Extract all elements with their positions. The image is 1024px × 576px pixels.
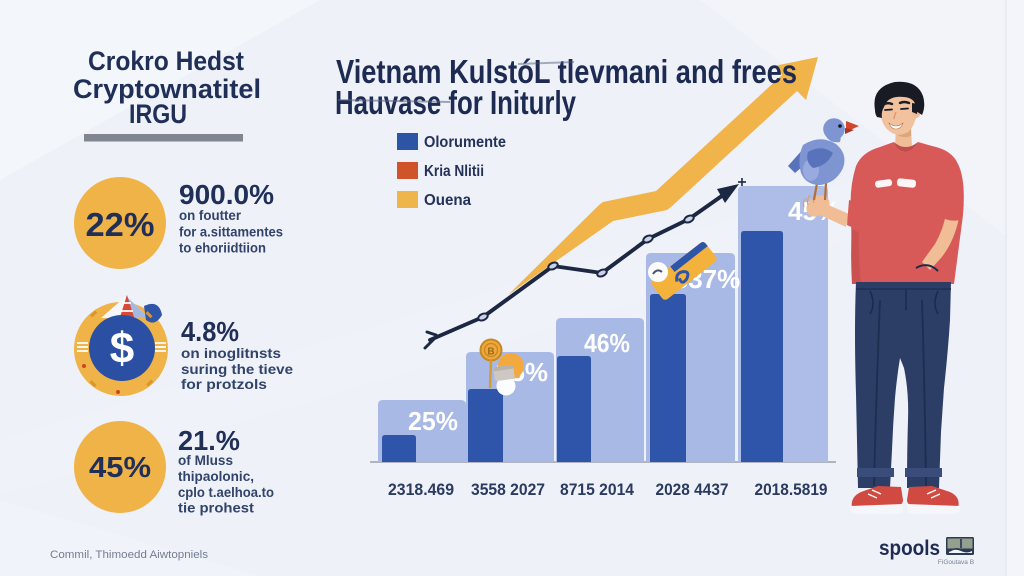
svg-text:2318.469: 2318.469 — [388, 481, 454, 499]
svg-text:4.8%: 4.8% — [181, 316, 239, 347]
svg-text:46%: 46% — [584, 328, 630, 358]
svg-text:Ouena: Ouena — [424, 192, 471, 209]
svg-text:IRGU: IRGU — [129, 99, 187, 129]
svg-text:900.0%: 900.0% — [179, 179, 274, 210]
svg-text:FiGoutava B: FiGoutava B — [938, 559, 974, 566]
svg-text:45%: 45% — [89, 452, 151, 484]
svg-text:2028 4437: 2028 4437 — [656, 481, 729, 499]
svg-text:suring the tieve: suring the tieve — [181, 361, 293, 377]
svg-text:cplo t.aelhoa.to: cplo t.aelhoa.to — [178, 484, 274, 500]
svg-text:Olorumente: Olorumente — [424, 134, 506, 151]
svg-text:B: B — [487, 347, 494, 358]
svg-text:2018.5819: 2018.5819 — [755, 481, 828, 499]
svg-text:8715 2014: 8715 2014 — [560, 481, 635, 499]
svg-text:25%: 25% — [408, 406, 458, 436]
svg-text:Commil, Thimoedd Aiwtopniels: Commil, Thimoedd Aiwtopniels — [50, 549, 209, 561]
svg-text:Hauvase for Initurly: Hauvase for Initurly — [335, 84, 576, 121]
svg-text:thipaolonic,: thipaolonic, — [178, 468, 254, 484]
svg-text:for protzols: for protzols — [181, 376, 267, 392]
svg-text:on inoglitnsts: on inoglitnsts — [181, 345, 281, 361]
svg-text:22%: 22% — [86, 206, 155, 243]
svg-text:on foutter: on foutter — [179, 207, 242, 223]
svg-text:$: $ — [110, 324, 134, 373]
svg-text:21.%: 21.% — [178, 425, 240, 456]
svg-text:3558 2027: 3558 2027 — [471, 481, 545, 499]
svg-text:Vietnam KulstóL tlevmani and f: Vietnam KulstóL tlevmani and frees — [336, 53, 797, 90]
svg-text:for a.sittamentes: for a.sittamentes — [179, 224, 283, 240]
svg-text:Crokro Hedst: Crokro Hedst — [88, 46, 244, 76]
svg-text:Cryptownatitel: Cryptownatitel — [73, 74, 261, 104]
svg-text:Kria Nlitii: Kria Nlitii — [424, 163, 484, 180]
svg-text:spools: spools — [879, 537, 940, 560]
svg-text:to ehoriidtiion: to ehoriidtiion — [179, 240, 266, 256]
svg-text:tie prohest: tie prohest — [178, 500, 254, 516]
svg-text:of Mluss: of Mluss — [178, 452, 233, 468]
